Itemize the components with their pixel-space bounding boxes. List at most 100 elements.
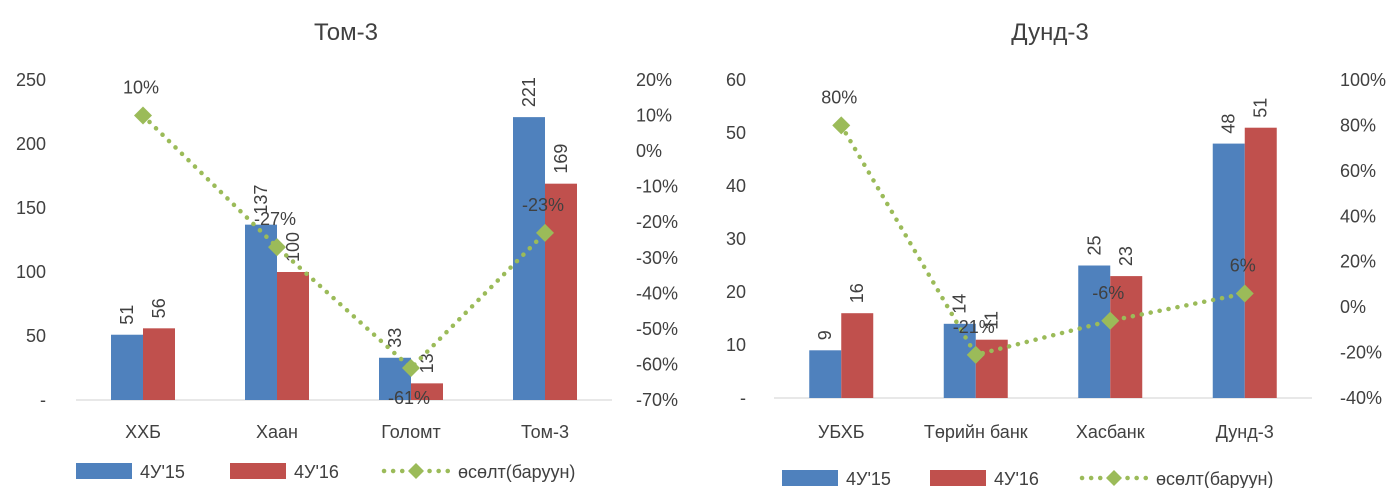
growth-marker (134, 106, 152, 125)
y2-tick-label: 0% (1340, 297, 1366, 317)
bar-data-label: 9 (815, 330, 835, 340)
bar-data-label: 221 (519, 77, 539, 107)
bar-series2 (975, 339, 1008, 398)
bar-series2 (1244, 127, 1277, 398)
category-label: Том-3 (521, 422, 569, 442)
y2-tick-label: -40% (1340, 388, 1382, 408)
y2-tick-label: 80% (1340, 115, 1376, 135)
y2-tick-label: -20% (636, 212, 678, 232)
growth-marker (966, 345, 985, 364)
y2-tick-label: 20% (636, 70, 672, 90)
growth-data-label: 10% (123, 78, 159, 98)
y2-tick-label: -40% (636, 283, 678, 303)
bar-series1 (1078, 265, 1111, 398)
bar-series1 (1212, 143, 1245, 398)
category-label: Төрийн банк (924, 422, 1028, 442)
chart-2: Дунд-3 - 10 20 30 40 50 60 -40% -20% 0% 20% 40% 60% 80… (726, 19, 1386, 488)
legend-marker (1106, 470, 1122, 486)
growth-marker (536, 223, 554, 242)
y-tick-label: 30 (726, 229, 746, 249)
legend-label: 4У'16 (994, 469, 1039, 488)
bar-data-label: 137 (251, 185, 271, 215)
legend-swatch (782, 470, 838, 486)
growth-marker (402, 359, 420, 377)
y-tick-label: 150 (16, 198, 46, 218)
growth-line (140, 113, 548, 372)
category-label: ХХБ (125, 422, 161, 442)
legend-label: 4У'15 (846, 469, 891, 488)
category-label: Дунд-3 (1216, 422, 1274, 442)
y2-tick-label: -20% (1340, 343, 1382, 363)
legend-label: өсөлт(баруун) (1156, 469, 1273, 488)
chart-1: Том-3 - 50 100 150 200 250 -70% -60% -50% -40% -30%… (16, 19, 678, 482)
bar-data-label: 23 (1116, 246, 1136, 266)
bar-data-label: 33 (385, 328, 405, 348)
bar-series2 (143, 328, 175, 400)
y2-tick-label: -10% (636, 177, 678, 197)
y2-tick-label: -60% (636, 354, 678, 374)
growth-data-label: -61% (388, 388, 430, 408)
y-tick-label: - (40, 390, 46, 410)
legend-swatch (930, 470, 986, 486)
legend-label: өсөлт(баруун) (458, 462, 575, 482)
legend-swatch (76, 463, 132, 479)
bar-series2 (841, 313, 874, 398)
growth-data-label: -23% (522, 195, 564, 215)
bar-series1 (809, 350, 842, 398)
bar-series2 (1110, 276, 1143, 398)
bar-data-label: 16 (847, 283, 867, 303)
bar-data-label: 56 (149, 298, 169, 318)
chart-title: Том-3 (314, 19, 378, 46)
bar-data-label: 14 (950, 294, 970, 314)
legend-label: 4У'15 (140, 462, 185, 482)
bar-series1 (513, 117, 545, 401)
growth-data-label: -27% (254, 209, 296, 229)
y-tick-label: - (740, 388, 746, 408)
y2-tick-label: 0% (636, 141, 662, 161)
y2-tick-label: 40% (1340, 206, 1376, 226)
y2-tick-label: -70% (636, 390, 678, 410)
bar-data-label: 25 (1084, 235, 1104, 255)
bar-series1 (943, 323, 976, 398)
growth-marker (1101, 311, 1120, 330)
category-label: Хасбанк (1076, 422, 1145, 442)
y2-tick-label: 10% (636, 106, 672, 126)
y2-tick-label: 60% (1340, 161, 1376, 181)
growth-marker (1235, 284, 1254, 303)
legend-label: 4У'16 (294, 462, 339, 482)
category-label: Хаан (256, 422, 298, 442)
y-tick-label: 20 (726, 282, 746, 302)
category-label: УБХБ (818, 422, 865, 442)
bar-data-label: 169 (551, 144, 571, 174)
y2-tick-label: -50% (636, 319, 678, 339)
growth-marker (832, 116, 851, 135)
legend-swatch (230, 463, 286, 479)
legend-marker (408, 463, 424, 479)
bar-data-label: 51 (1251, 98, 1271, 118)
bar-series2 (545, 183, 577, 400)
bar-series2 (277, 272, 309, 400)
y2-tick-label: -30% (636, 248, 678, 268)
y2-tick-label: 100% (1340, 70, 1386, 90)
y-tick-label: 100 (16, 262, 46, 282)
growth-data-label: -6% (1092, 283, 1124, 303)
bar-data-label: 48 (1219, 114, 1239, 134)
bar-data-label: 51 (117, 305, 137, 325)
growth-line (839, 123, 1247, 358)
growth-data-label: 80% (821, 87, 857, 107)
bar-series2 (411, 383, 443, 400)
category-label: Голомт (381, 422, 441, 442)
growth-data-label: 6% (1230, 256, 1256, 276)
y-tick-label: 200 (16, 134, 46, 154)
y-tick-label: 60 (726, 70, 746, 90)
growth-marker (268, 238, 286, 257)
y2-tick-label: 20% (1340, 252, 1376, 272)
bar-series1 (111, 334, 143, 400)
bar-series1 (245, 224, 277, 400)
y-tick-label: 10 (726, 335, 746, 355)
y-tick-label: 250 (16, 70, 46, 90)
growth-data-label: -21% (953, 317, 995, 337)
bar-data-label: 11 (982, 311, 1002, 330)
y-tick-label: 50 (726, 123, 746, 143)
